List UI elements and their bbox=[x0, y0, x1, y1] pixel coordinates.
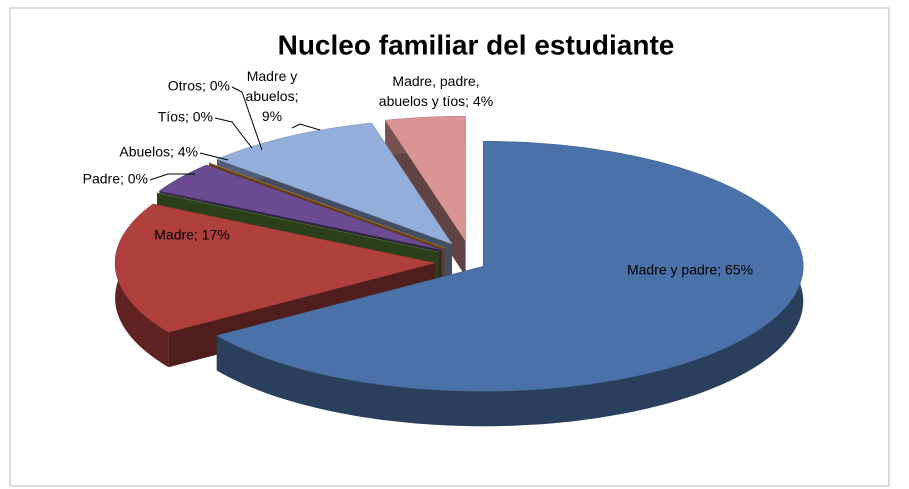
data-label: Abuelos; 4% bbox=[119, 144, 198, 160]
slice bbox=[114, 203, 436, 333]
data-label: Madre y abuelos; 9% bbox=[246, 68, 299, 124]
chart-title: Nucleo familiar del estudiante bbox=[278, 29, 675, 60]
data-label: Madre, padre, abuelos y tíos; 4% bbox=[379, 73, 493, 109]
leader-line bbox=[214, 117, 253, 149]
leader-line bbox=[149, 173, 195, 181]
slice bbox=[209, 162, 445, 249]
data-label: Madre; 17% bbox=[154, 227, 229, 243]
data-label: Madre y padre; 65% bbox=[627, 262, 753, 278]
data-label: Otros; 0% bbox=[168, 78, 230, 94]
leader-line bbox=[199, 152, 229, 161]
slice bbox=[216, 122, 453, 245]
slice bbox=[216, 141, 804, 392]
leader-line bbox=[231, 86, 263, 151]
leader-line bbox=[291, 123, 321, 131]
slice bbox=[384, 115, 466, 243]
slice bbox=[158, 164, 442, 251]
data-label: Tíos; 0% bbox=[158, 109, 213, 125]
data-label: Padre; 0% bbox=[83, 171, 148, 187]
slice bbox=[157, 192, 440, 253]
